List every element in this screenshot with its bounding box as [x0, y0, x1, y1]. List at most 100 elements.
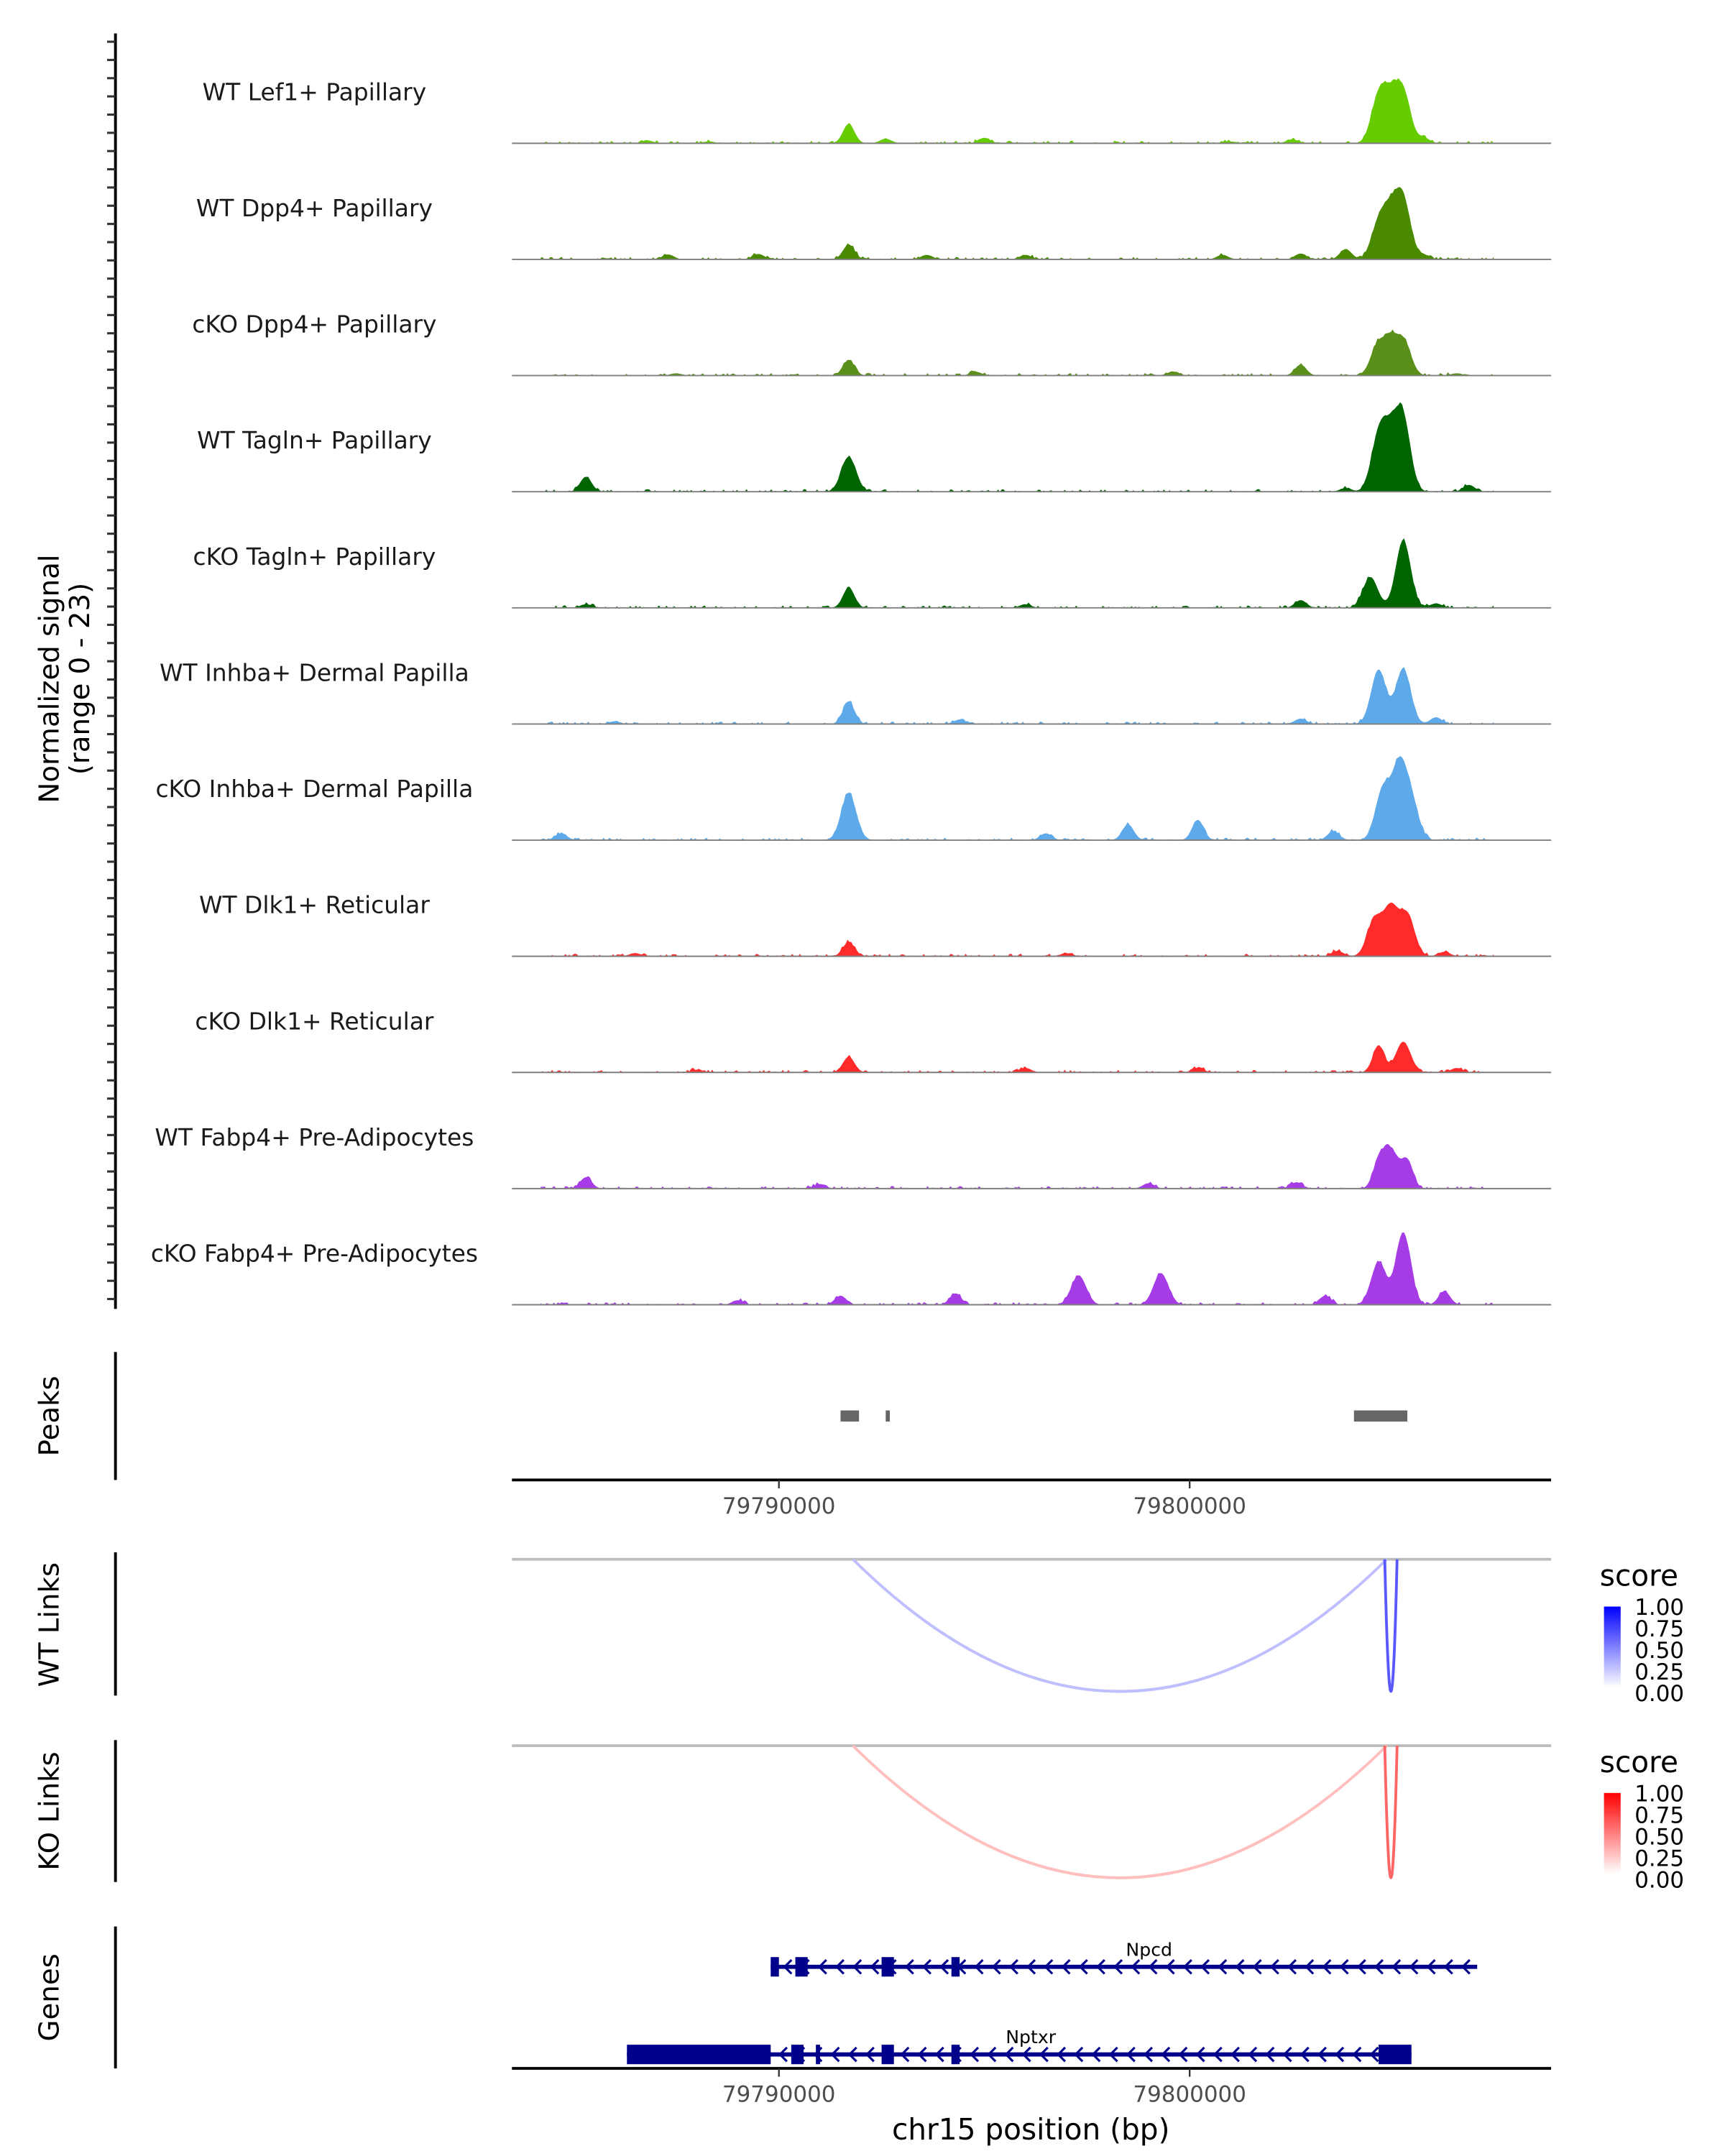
coverage-track: cKO Inhba+ Dermal Papilla — [155, 756, 1552, 841]
strand-arrow — [1426, 1959, 1436, 1975]
strand-arrow — [1200, 1959, 1210, 1975]
exon — [881, 1957, 894, 1977]
strand-arrow — [934, 2046, 944, 2063]
strand-arrow — [1182, 1959, 1192, 1975]
ko-links-legend: score 1.000.750.500.250.00 — [1600, 1745, 1684, 1894]
peak-region — [886, 1410, 891, 1422]
coverage-track: WT Lef1+ Papillary — [203, 78, 1552, 144]
track-label: cKO Dlk1+ Reticular — [195, 1007, 434, 1035]
strand-arrow — [1178, 2046, 1188, 2063]
strand-arrow — [1004, 2046, 1014, 2063]
coverage-track: cKO Tagln+ Papillary — [193, 538, 1552, 609]
signal-area — [540, 187, 1494, 259]
link-arc — [1383, 1559, 1399, 1693]
strand-arrow — [1061, 1959, 1071, 1975]
signal-area — [540, 902, 1494, 957]
strand-arrow — [1248, 2046, 1258, 2063]
strand-arrow — [852, 1959, 862, 1975]
genes-track-label: Genes — [33, 1953, 65, 2041]
strand-arrow — [991, 1959, 1001, 1975]
track-label: WT Tagln+ Papillary — [197, 426, 432, 454]
genes-track: Npcd Nptxr — [627, 1939, 1478, 2065]
x-tick-label: 79800000 — [1133, 1493, 1246, 1519]
x-axis-bottom: 79790000 79800000 — [722, 2068, 1246, 2108]
strand-arrow — [1148, 1959, 1158, 1975]
strand-arrow — [1131, 1959, 1141, 1975]
strand-arrow — [1078, 1959, 1088, 1975]
strand-arrow — [1322, 1959, 1332, 1975]
legend-tick-label: 0.25 — [1634, 1846, 1684, 1871]
strand-arrow — [1460, 1959, 1471, 1975]
coverage-track: WT Fabp4+ Pre-Adipocytes — [155, 1123, 1552, 1189]
track-label: cKO Dpp4+ Papillary — [192, 310, 436, 338]
exon — [816, 2045, 820, 2065]
strand-arrow — [1235, 1959, 1245, 1975]
exon — [627, 2045, 771, 2065]
peaks-track — [840, 1410, 1408, 1422]
wt-links — [512, 1557, 1552, 1693]
strand-arrow — [970, 2046, 980, 2063]
strand-arrow — [1252, 1959, 1262, 1975]
strand-arrow — [1392, 1959, 1402, 1975]
strand-arrow — [1213, 2046, 1223, 2063]
ko-legend-colorbar — [1604, 1792, 1621, 1874]
strand-arrow — [1008, 1959, 1018, 1975]
track-label: cKO Fabp4+ Pre-Adipocytes — [151, 1239, 478, 1267]
link-arc — [852, 1744, 1388, 1879]
strand-arrow — [904, 1959, 914, 1975]
coverage-y-axis — [107, 33, 117, 1309]
strand-arrow — [1369, 2046, 1379, 2063]
signal-area — [540, 1143, 1494, 1189]
x-axis-title: chr15 position (bp) — [892, 2112, 1169, 2147]
exon — [951, 2045, 960, 2065]
wt-links-track-label: WT Links — [33, 1562, 65, 1687]
strand-arrow — [1300, 2046, 1310, 2063]
strand-arrow — [921, 1959, 932, 1975]
track-label: cKO Tagln+ Papillary — [193, 543, 436, 571]
strand-arrow — [865, 2046, 875, 2063]
legend-tick-label: 0.50 — [1634, 1824, 1684, 1850]
exon — [881, 2045, 894, 2065]
strand-arrow — [1218, 1959, 1228, 1975]
strand-arrow — [1305, 1959, 1315, 1975]
track-label: WT Dlk1+ Reticular — [199, 891, 430, 919]
peaks-track-label: Peaks — [33, 1376, 65, 1456]
strand-arrow — [817, 1959, 827, 1975]
gene: Nptxr — [627, 2027, 1412, 2065]
strand-arrow — [1409, 1959, 1419, 1975]
strand-arrow — [987, 2046, 997, 2063]
ko-links — [512, 1744, 1552, 1879]
wt-legend-title: score — [1600, 1558, 1678, 1593]
coverage-track: WT Tagln+ Papillary — [197, 402, 1552, 493]
signal-area — [540, 538, 1494, 608]
track-label: WT Dpp4+ Papillary — [196, 194, 433, 222]
track-label: cKO Inhba+ Dermal Papilla — [155, 775, 473, 803]
exon — [951, 1957, 960, 1977]
strand-arrow — [1356, 1959, 1366, 1975]
coverage-track: WT Dlk1+ Reticular — [199, 891, 1552, 957]
signal-area — [540, 1232, 1494, 1305]
legend-tick-label: 0.25 — [1634, 1659, 1684, 1685]
strand-arrow — [1113, 1959, 1123, 1975]
strand-arrow — [783, 1959, 793, 1975]
exon — [791, 2045, 804, 2065]
strand-arrow — [1165, 1959, 1175, 1975]
strand-arrow — [1317, 2046, 1327, 2063]
track-label: WT Lef1+ Papillary — [203, 78, 427, 106]
coverage-tracks: WT Lef1+ Papillary WT Dpp4+ Papillary cKO … — [151, 78, 1552, 1306]
signal-area — [540, 667, 1494, 724]
link-arc — [1383, 1745, 1399, 1879]
track-label: WT Fabp4+ Pre-Adipocytes — [155, 1123, 474, 1151]
peak-region — [840, 1410, 860, 1422]
legend-tick-label: 0.00 — [1634, 1681, 1684, 1707]
strand-arrow — [1161, 2046, 1171, 2063]
strand-arrow — [1026, 1959, 1036, 1975]
strand-arrow — [1057, 2046, 1067, 2063]
strand-arrow — [1230, 2046, 1240, 2063]
strand-arrow — [1282, 2046, 1292, 2063]
signal-area — [540, 1041, 1494, 1073]
strand-arrow — [870, 1959, 880, 1975]
x-axis-top: 79790000 79800000 — [722, 1480, 1246, 1519]
strand-arrow — [1339, 1959, 1349, 1975]
